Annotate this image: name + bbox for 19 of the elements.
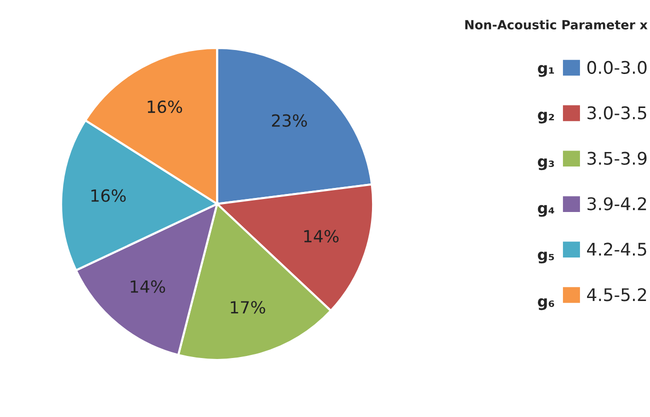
text: g₂ [538,112,554,124]
legend-label: 3.9-4.2 [588,197,646,210]
legend-label: 4.5-5.2 [587,288,646,302]
data-label: 23% [272,114,307,127]
legend-label: 0.0-3.0 [587,60,647,74]
data-label: 16% [148,100,182,114]
text: g₁ [538,65,554,77]
data-label: 14% [304,230,339,242]
legend-title: Non-Acoustic Parameter x [465,20,648,30]
legend-label: 4.2-4.5 [587,242,646,256]
text: g₃ [538,158,554,170]
legend-label: 3.5-3.9 [588,152,646,165]
data-label: 17% [230,301,266,314]
data-label: 16% [91,189,126,202]
text: g₅ [538,252,554,264]
data-label: 14% [130,280,166,293]
text: g₄ [538,204,554,217]
text: g₆ [538,298,554,310]
legend-label: 3.0-3.5 [588,106,646,120]
